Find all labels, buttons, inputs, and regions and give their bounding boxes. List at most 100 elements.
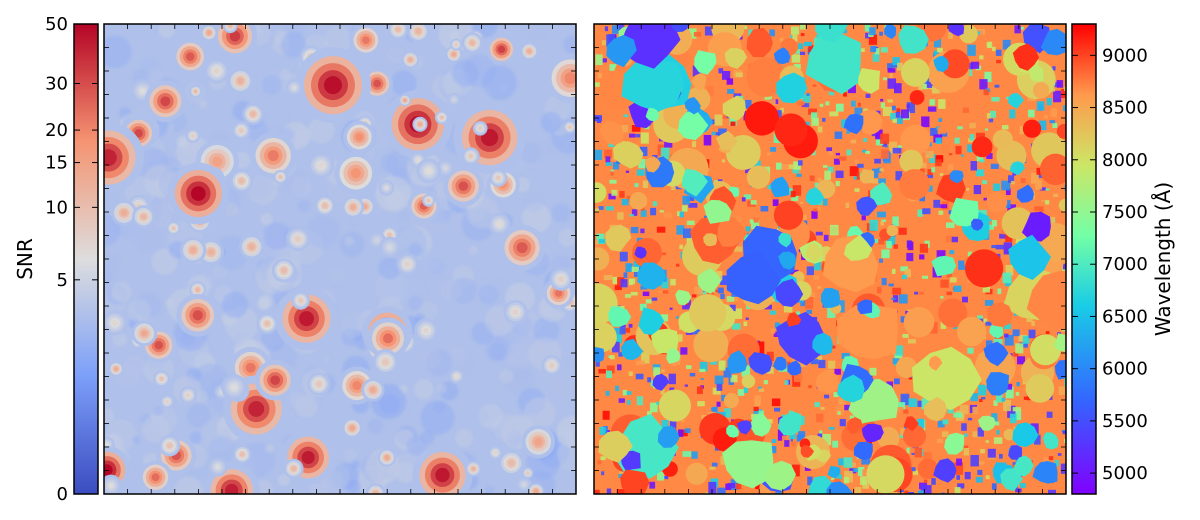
- snr-source: [227, 68, 254, 94]
- snr-source: [396, 252, 419, 276]
- snr-source: [160, 394, 175, 409]
- snr-source: [158, 434, 181, 457]
- snr-source: [541, 355, 563, 376]
- wavelength-region: [787, 360, 802, 376]
- wavelength-region: [929, 355, 943, 371]
- snr-source: [520, 42, 539, 61]
- wavelength-region: [870, 181, 893, 206]
- wavelength-region: [716, 131, 738, 151]
- wavelength-region: [621, 59, 684, 112]
- snr-source: [110, 199, 138, 226]
- wavelength-tick-label: 6500: [1102, 306, 1148, 327]
- wavelength-region: [1016, 184, 1034, 203]
- snr-source: [398, 94, 411, 107]
- wavelength-region: [751, 412, 772, 437]
- snr-source: [283, 458, 304, 479]
- snr-colorbar-label: SNR: [13, 238, 37, 280]
- snr-source: [486, 34, 517, 65]
- snr-tick-label: 0: [57, 484, 68, 505]
- snr-source: [407, 189, 441, 223]
- wavelength-region: [1009, 161, 1025, 176]
- snr-source: [172, 38, 209, 75]
- wavelength-region: [1013, 455, 1034, 477]
- wavelength-region: [778, 251, 797, 270]
- wavelength-region: [971, 218, 984, 231]
- wavelength-region: [931, 255, 957, 277]
- wavelength-region: [924, 396, 947, 422]
- snr-source: [207, 457, 228, 477]
- snr-source: [412, 116, 428, 132]
- snr-source: [349, 24, 383, 57]
- wavelength-region: [859, 169, 874, 184]
- snr-source: [104, 310, 128, 336]
- snr-source: [314, 195, 336, 217]
- snr-source: [443, 165, 484, 207]
- wavelength-region: [1008, 445, 1023, 460]
- snr-source: [401, 50, 420, 69]
- snr-source: [250, 132, 297, 179]
- wavelength-region: [1008, 234, 1051, 280]
- snr-source: [407, 24, 430, 43]
- snr-source: [334, 151, 378, 195]
- wavelength-region: [678, 109, 709, 141]
- wavelength-region: [1042, 432, 1059, 450]
- wavelength-region: [736, 420, 752, 435]
- snr-tick-label: 20: [45, 120, 68, 141]
- wavelength-region: [681, 168, 708, 197]
- snr-source: [179, 386, 198, 405]
- snr-source: [104, 474, 122, 494]
- snr-source: [434, 110, 449, 125]
- wavelength-region: [703, 233, 718, 247]
- wavelength-region: [843, 234, 873, 261]
- wavelength-region: [606, 34, 637, 68]
- wavelength-region: [717, 217, 748, 247]
- wavelength-region: [857, 299, 873, 315]
- snr-source: [412, 444, 473, 494]
- wavelength-region: [1054, 360, 1066, 380]
- wavelength-region: [703, 199, 732, 224]
- wavelength-region: [989, 322, 1004, 339]
- snr-source: [167, 162, 230, 225]
- wavelength-region: [692, 73, 707, 92]
- wavelength-region: [746, 27, 773, 58]
- snr-source: [448, 368, 465, 385]
- snr-tick-label: 5: [57, 270, 68, 291]
- snr-source: [285, 79, 303, 97]
- wavelength-region: [652, 373, 670, 391]
- snr-source: [144, 80, 187, 123]
- snr-source: [274, 286, 339, 351]
- snr-source: [461, 147, 480, 166]
- wavelength-region: [986, 372, 1010, 396]
- snr-source: [231, 121, 251, 140]
- wavelength-region: [675, 289, 692, 306]
- wavelength-region: [815, 24, 848, 43]
- wavelength-region: [1012, 43, 1040, 71]
- wavelength-region: [1032, 461, 1058, 484]
- snr-source: [563, 120, 576, 134]
- snr-tick-label: 30: [45, 74, 68, 95]
- wavelength-region: [657, 425, 680, 448]
- wavelength-region: [764, 460, 796, 491]
- snr-source: [503, 299, 528, 325]
- snr-source: [545, 53, 576, 103]
- snr-source: [256, 312, 278, 335]
- wavelength-region: [620, 469, 650, 494]
- snr-source: [387, 24, 409, 40]
- wavelength-tick-label: 7500: [1102, 202, 1148, 223]
- wavelength-region: [1029, 65, 1044, 82]
- wavelength-region: [948, 24, 965, 37]
- snr-map-panel: [103, 23, 577, 495]
- snr-colorbar: 0 5 10 15 20 30 50 SNR: [13, 14, 99, 505]
- wavelength-region: [772, 356, 787, 371]
- wavelength-tick-label: 5500: [1102, 411, 1148, 432]
- snr-source: [229, 169, 254, 193]
- snr-source: [189, 281, 206, 299]
- snr-source: [285, 226, 311, 252]
- snr-source: [294, 47, 371, 124]
- wavelength-region: [1040, 28, 1066, 56]
- snr-source: [378, 179, 395, 196]
- snr-source: [472, 120, 488, 136]
- wavelength-region: [775, 278, 804, 307]
- snr-source: [367, 317, 410, 360]
- wavelength-colorbar: 5000 5500 6000 6500 7000 7500 8000 8500 9000 Wav…: [1071, 23, 1175, 495]
